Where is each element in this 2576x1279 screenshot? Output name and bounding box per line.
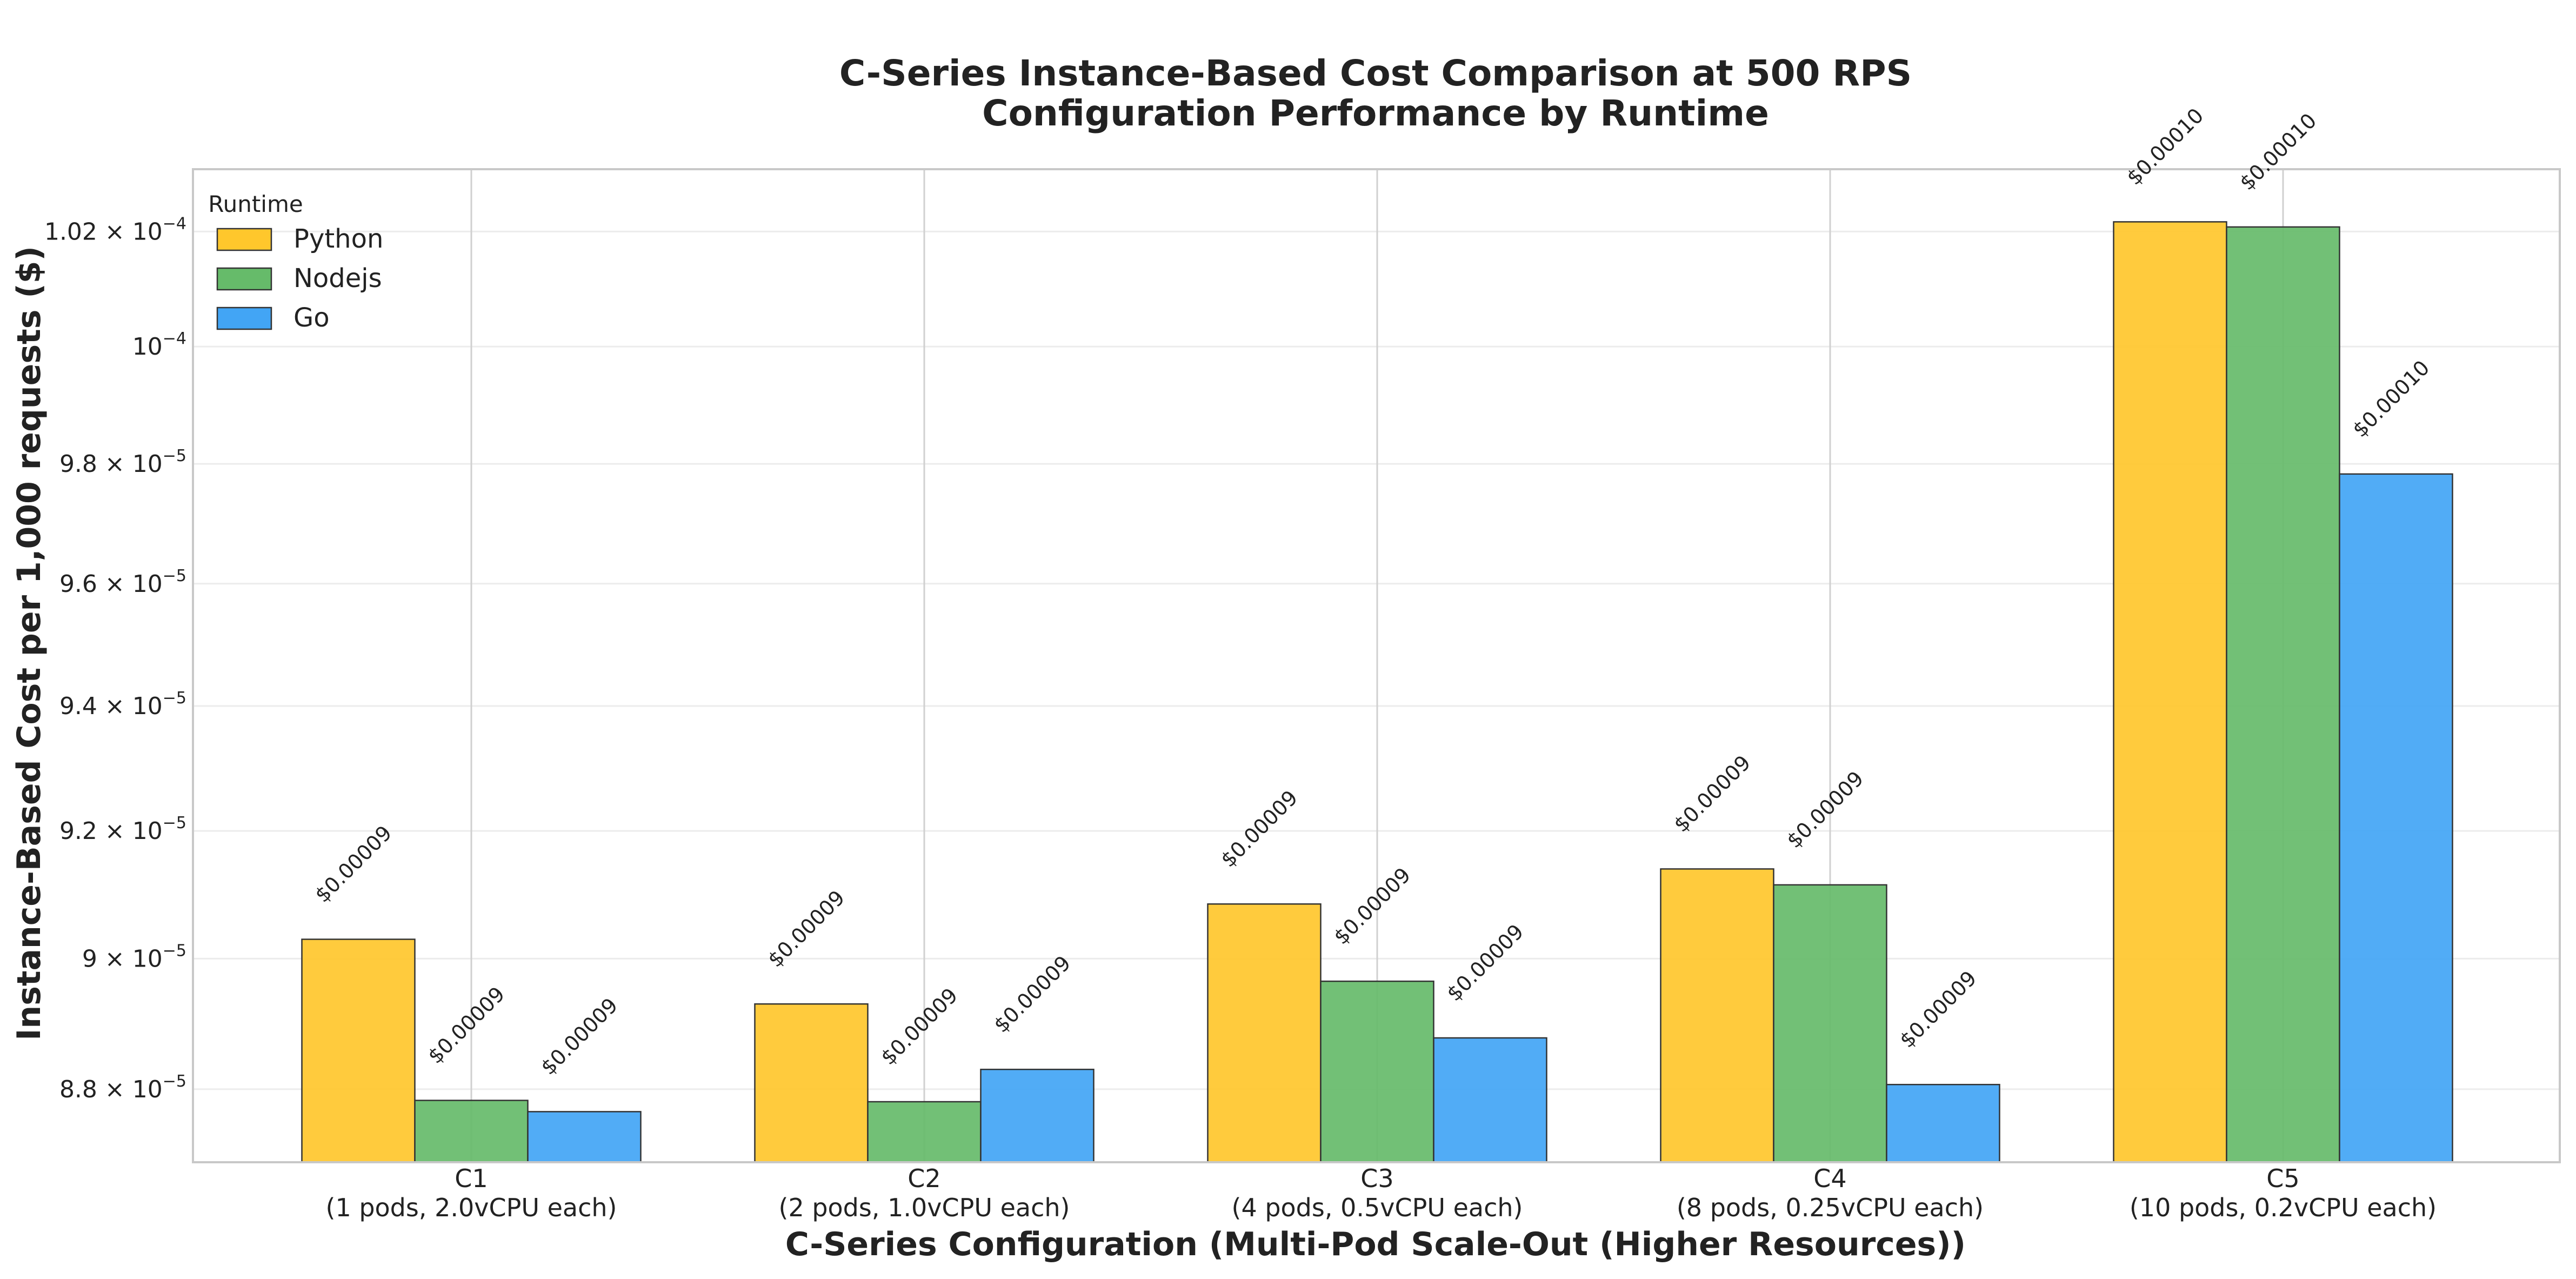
legend-label-nodejs: Nodejs [293, 263, 382, 294]
x-tick-label: C3 [1360, 1164, 1393, 1193]
legend-label-go: Go [293, 303, 330, 333]
bar-go-c3 [1433, 1037, 1547, 1163]
x-tick-label: C1 [455, 1164, 488, 1193]
y-tick-label: 1.02 × 10−4 [44, 214, 186, 245]
y-tick-exponent: −5 [163, 689, 186, 708]
data-label: $0.00009 [1895, 966, 1981, 1052]
y-tick-label: 8.8 × 10−5 [59, 1072, 186, 1103]
data-label: $0.00009 [1669, 751, 1755, 837]
y-axis-title: Instance-Based Cost per 1,000 requests (… [10, 246, 48, 1041]
y-tick-mantissa: 9.4 × [59, 692, 132, 720]
bar-nodejs-c5 [2226, 226, 2340, 1163]
y-tick-exponent: −5 [163, 1072, 186, 1091]
y-tick-exponent: −4 [163, 214, 186, 233]
bar-nodejs-c4 [1773, 884, 1887, 1163]
y-tick-exponent: −5 [163, 447, 186, 465]
legend-swatch-nodejs [216, 267, 272, 291]
y-tick-base: 10 [132, 333, 163, 361]
y-tick-mantissa: 8.8 × [59, 1076, 132, 1103]
x-tick-label: C5 [2266, 1164, 2299, 1193]
y-tick-exponent: −5 [163, 941, 186, 960]
y-tick-mantissa: 1.02 × [44, 218, 132, 245]
y-tick-label: 9 × 10−5 [82, 941, 186, 972]
bar-nodejs-c3 [1320, 980, 1434, 1163]
y-tick-mantissa: 9 × [82, 945, 132, 972]
data-label: $0.00009 [1442, 920, 1528, 1005]
bar-go-c1 [527, 1111, 642, 1163]
y-tick-mantissa: 9.2 × [59, 817, 132, 845]
bar-go-c2 [980, 1069, 1095, 1163]
data-label: $0.00009 [536, 994, 622, 1080]
x-axis-title: C-Series Configuration (Multi-Pod Scale-… [785, 1225, 1966, 1263]
bar-python-c4 [1660, 868, 1774, 1163]
y-tick-base: 10 [132, 1076, 163, 1103]
bar-go-c5 [2339, 473, 2453, 1163]
data-label: $0.00010 [2122, 104, 2208, 190]
y-tick-label: 9.6 × 10−5 [59, 567, 186, 598]
legend-title: Runtime [208, 191, 303, 217]
y-tick-base: 10 [132, 218, 163, 245]
bars-layer [301, 221, 2453, 1163]
data-label: $0.00010 [2348, 356, 2434, 442]
x-tick-label: C2 [907, 1164, 940, 1193]
legend-label-python: Python [293, 224, 383, 254]
x-tick-detail: (8 pods, 0.25vCPU each) [1677, 1193, 1984, 1222]
y-tick-exponent: −5 [163, 567, 186, 585]
x-tick-detail: (10 pods, 0.2vCPU each) [2130, 1193, 2437, 1222]
legend-swatch-go [216, 307, 272, 330]
y-tick-label: 9.4 × 10−5 [59, 689, 186, 720]
y-tick-exponent: −5 [163, 814, 186, 832]
x-tick-labels: C1(1 pods, 2.0vCPU each) C2(2 pods, 1.0vC… [326, 1164, 2437, 1222]
y-tick-base: 10 [132, 817, 163, 845]
data-label: $0.00009 [876, 983, 962, 1069]
y-tick-exponent: −4 [163, 329, 186, 348]
x-tick-detail: (1 pods, 2.0vCPU each) [326, 1193, 617, 1222]
y-tick-base: 10 [132, 450, 163, 478]
bar-python-c5 [2113, 221, 2227, 1163]
x-tick-detail: (4 pods, 0.5vCPU each) [1232, 1193, 1523, 1222]
legend: Runtime Python Nodejs Go [208, 191, 383, 333]
y-tick-label: 10−4 [132, 329, 186, 361]
bar-python-c1 [301, 938, 416, 1163]
data-label: $0.00010 [2235, 109, 2321, 195]
y-tick-label: 9.2 × 10−5 [59, 814, 186, 845]
data-label: $0.00009 [1216, 785, 1302, 871]
plot-frame [192, 168, 2561, 1163]
chart-subtitle: Configuration Performance by Runtime [982, 92, 1769, 134]
y-tick-base: 10 [132, 692, 163, 720]
y-tick-label: 9.8 × 10−5 [59, 447, 186, 478]
x-tick-detail: (2 pods, 1.0vCPU each) [779, 1193, 1070, 1222]
y-tick-base: 10 [132, 945, 163, 972]
x-tick-label: C4 [1813, 1164, 1846, 1193]
bar-python-c3 [1207, 903, 1322, 1163]
y-tick-mantissa: 9.6 × [59, 570, 132, 598]
legend-swatch-python [216, 228, 272, 251]
data-label: $0.00009 [310, 821, 396, 907]
y-tick-base: 10 [132, 570, 163, 598]
y-ticks: 8.8 × 10−59 × 10−59.2 × 10−59.4 × 10−59.… [44, 214, 186, 1103]
data-label: $0.00009 [423, 982, 509, 1068]
bar-go-c4 [1886, 1084, 2000, 1163]
data-label: $0.00009 [1329, 863, 1415, 949]
chart-title: C-Series Instance-Based Cost Comparison … [839, 52, 1912, 94]
data-label: $0.00009 [989, 951, 1075, 1037]
bar-python-c2 [754, 1003, 869, 1163]
y-tick-mantissa: 9.8 × [59, 450, 132, 478]
data-label: $0.00009 [1782, 767, 1868, 852]
bar-nodejs-c2 [867, 1101, 982, 1163]
bar-nodejs-c1 [414, 1100, 529, 1163]
